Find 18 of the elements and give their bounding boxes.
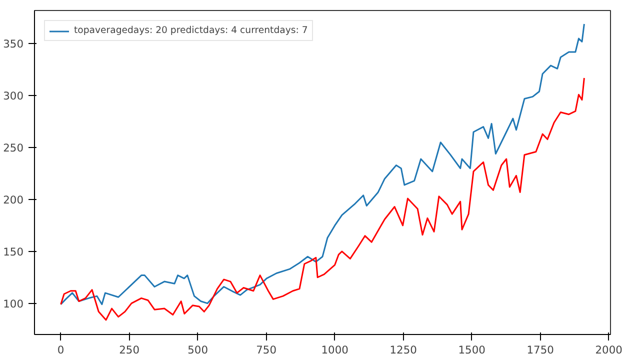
y-tick-label: 300: [3, 90, 24, 103]
y-tick-label: 150: [3, 245, 24, 258]
x-tick-label: 1000: [321, 344, 349, 356]
line-series: [60, 77, 585, 321]
line-series: [60, 23, 585, 306]
x-tick-label: 750: [256, 344, 277, 356]
y-tick-label: 250: [3, 142, 24, 155]
y-tick-label: 200: [3, 194, 24, 206]
legend-label: topaveragedays: 20 predictdays: 4 currentdays: 7: [74, 25, 308, 36]
x-tick-label: 250: [119, 344, 140, 356]
x-tick-label: 1250: [390, 344, 418, 356]
x-tick-label: 2000: [595, 344, 623, 356]
y-tick-label: 100: [3, 297, 24, 310]
x-tick-label: 0: [57, 344, 64, 356]
x-tick-label: 500: [188, 344, 208, 356]
x-tick-label: 1750: [526, 344, 554, 356]
y-tick-label: 350: [3, 38, 24, 51]
x-tick-label: 1500: [458, 344, 486, 356]
